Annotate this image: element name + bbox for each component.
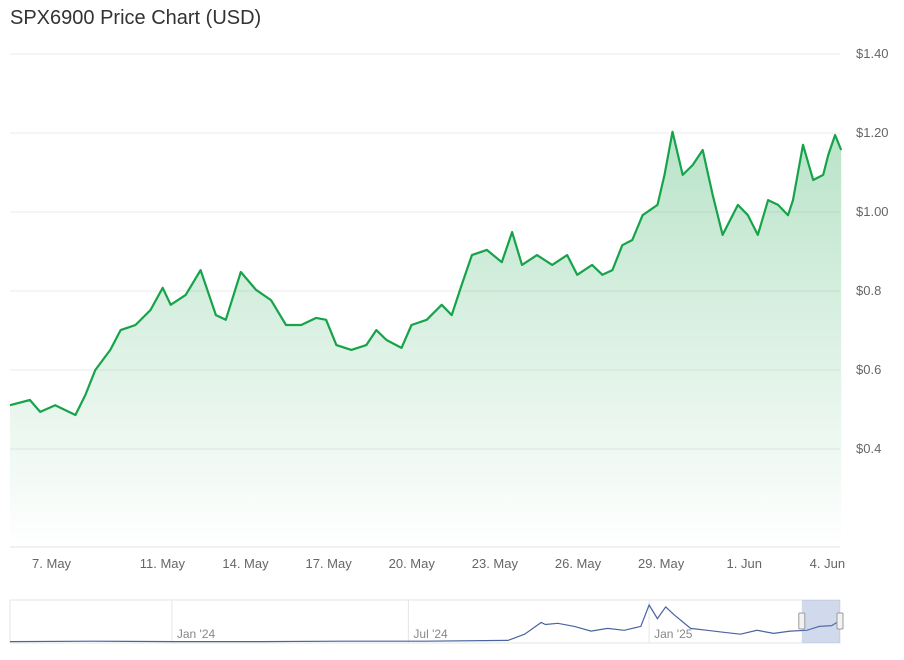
- y-tick-label: $1.40: [856, 46, 889, 61]
- navigator-selection: [801, 600, 840, 643]
- chart-title: SPX6900 Price Chart (USD): [10, 7, 262, 29]
- x-tick-label: 1. Jun: [727, 556, 762, 571]
- x-tick-label: 20. May: [389, 556, 436, 571]
- x-tick-label: 7. May: [32, 556, 72, 571]
- navigator-tick-label: Jan '24: [177, 627, 216, 641]
- price-area: [10, 131, 842, 548]
- y-tick-label: $1.00: [856, 204, 889, 219]
- y-tick-label: $0.6: [856, 362, 881, 377]
- y-tick-label: $1.20: [856, 125, 889, 140]
- x-tick-label: 26. May: [555, 556, 602, 571]
- navigator-handle[interactable]: [836, 612, 844, 630]
- y-tick-label: $0.8: [856, 283, 881, 298]
- navigator-frame: [9, 599, 841, 644]
- x-tick-label: 29. May: [638, 556, 685, 571]
- navigator[interactable]: Jan '24 Jul '24 Jan '25: [9, 599, 844, 644]
- navigator-tick-label: Jul '24: [413, 627, 448, 641]
- x-tick-label: 17. May: [306, 556, 353, 571]
- x-tick-label: 4. Jun: [810, 556, 845, 571]
- navigator-line: [9, 603, 841, 643]
- x-tick-label: 11. May: [140, 556, 186, 571]
- y-tick-label: $0.4: [856, 441, 881, 456]
- price-line: [9, 130, 843, 417]
- navigator-handle[interactable]: [798, 612, 806, 630]
- navigator-tick-label: Jan '25: [654, 627, 693, 641]
- x-tick-label: 23. May: [472, 556, 519, 571]
- x-tick-label: 14. May: [222, 556, 269, 571]
